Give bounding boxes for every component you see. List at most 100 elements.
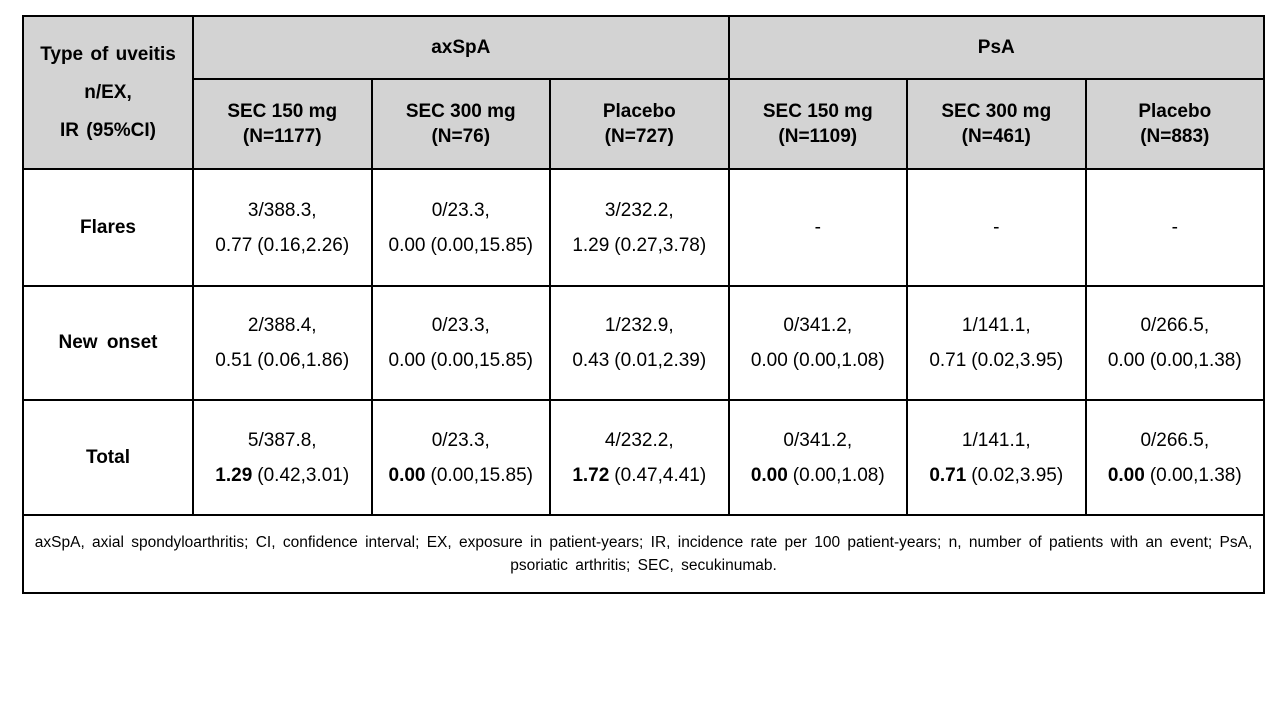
column-header-axspa-sec150: SEC 150 mg (N=1177) (192, 78, 373, 170)
ir-value: 1.72 (572, 464, 610, 486)
ir-value: 0.77 (215, 234, 253, 256)
corner-header-line3: IR (95%CI) (60, 119, 156, 141)
ir-ci-value: 0.00 (0.00,15.85) (373, 458, 550, 493)
corner-header-line2: n/EX, (84, 81, 132, 103)
n-ex-value: 0/23.3, (431, 315, 490, 336)
cell-flares-axspa-sec300: 0/23.3, 0.00 (0.00,15.85) (370, 168, 551, 287)
footnote-row: axSpA, axial spondyloarthritis; CI, conf… (21, 514, 1266, 594)
ir-ci-value: 0.00 (0.00,1.08) (730, 343, 907, 378)
ci-value: (0.00,15.85) (430, 234, 533, 256)
cell-newonset-axspa-sec300: 0/23.3, 0.00 (0.00,15.85) (370, 285, 551, 401)
treatment-n: (N=1109) (778, 126, 858, 147)
ci-value: (0.00,1.38) (1149, 350, 1242, 371)
row-label-flares: Flares (22, 168, 194, 287)
ir-value: 0.43 (572, 350, 610, 371)
ci-value: (0.02,3.95) (971, 464, 1064, 486)
ci-value: (0.47,4.41) (614, 464, 707, 486)
treatment-name: Placebo (1138, 101, 1212, 122)
n-ex-value: 0/266.5, (1140, 429, 1210, 451)
cell-total-axspa-sec150: 5/387.8, 1.29 (0.42,3.01) (192, 399, 373, 516)
ir-ci-value: 0.71 (0.02,3.95) (908, 458, 1085, 493)
corner-header-line1: Type of uveitis (40, 43, 176, 65)
cell-flares-psa-sec300: - (906, 168, 1087, 287)
table-row-flares: Flares 3/388.3, 0.77 (0.16,2.26) 0/23.3, … (22, 168, 1266, 287)
ir-ci-value: 0.00 (0.00,1.08) (730, 458, 907, 493)
row-label-new-onset: New onset (22, 285, 194, 401)
cell-total-axspa-sec300: 0/23.3, 0.00 (0.00,15.85) (370, 399, 551, 516)
ci-value: (0.27,3.78) (614, 234, 707, 256)
treatment-n: (N=727) (604, 126, 674, 147)
ci-value: (0.02,3.95) (971, 350, 1064, 371)
ci-value: (0.42,3.01) (257, 464, 350, 486)
table-row-new-onset: New onset 2/388.4, 0.51 (0.06,1.86) 0/23.… (22, 285, 1266, 401)
n-ex-value: 0/266.5, (1140, 315, 1210, 336)
ir-value: 0.00 (388, 350, 426, 371)
ir-ci-value: 1.29 (0.27,3.78) (551, 228, 728, 263)
cell-total-axspa-placebo: 4/232.2, 1.72 (0.47,4.41) (549, 399, 730, 516)
column-header-psa-sec150: SEC 150 mg (N=1109) (727, 78, 909, 170)
n-ex-value: 0/341.2, (783, 315, 853, 336)
treatment-name: SEC 150 mg (227, 101, 338, 122)
ir-ci-value: 0.51 (0.06,1.86) (194, 343, 371, 378)
column-header-psa-sec300: SEC 300 mg (N=461) (906, 78, 1087, 170)
ci-value: (0.00,15.85) (430, 464, 533, 486)
no-data-dash: - (814, 217, 821, 238)
ir-value: 0.00 (1107, 350, 1145, 371)
ir-ci-value: 0.77 (0.16,2.26) (194, 228, 371, 263)
n-ex-value: 1/232.9, (604, 315, 674, 336)
treatment-n: (N=461) (961, 126, 1031, 147)
n-ex-value: 0/23.3, (431, 429, 490, 451)
abbreviations-footnote: axSpA, axial spondyloarthritis; CI, conf… (21, 514, 1266, 594)
ir-ci-value: 0.00 (0.00,15.85) (373, 228, 550, 263)
cell-flares-psa-sec150: - (727, 168, 909, 287)
ir-ci-value: 0.00 (0.00,1.38) (1087, 458, 1264, 493)
treatment-name: SEC 150 mg (762, 101, 873, 122)
n-ex-value: 1/141.1, (961, 429, 1031, 451)
ci-value: (0.01,2.39) (614, 350, 707, 371)
uveitis-incidence-table: Type of uveitis n/EX, IR (95%CI) axSpA P… (21, 15, 1266, 594)
ci-value: (0.16,2.26) (257, 234, 350, 256)
ir-ci-value: 0.00 (0.00,1.38) (1087, 343, 1264, 378)
n-ex-value: 5/387.8, (247, 429, 317, 451)
ir-value: 0.71 (929, 464, 967, 486)
treatment-name: SEC 300 mg (941, 101, 1052, 122)
ir-value: 0.00 (750, 350, 788, 371)
n-ex-value: 0/341.2, (783, 429, 853, 451)
cell-newonset-psa-sec300: 1/141.1, 0.71 (0.02,3.95) (906, 285, 1087, 401)
ir-value: 0.51 (215, 350, 253, 371)
group-header-axspa: axSpA (192, 15, 730, 80)
n-ex-value: 3/232.2, (604, 199, 674, 221)
cell-newonset-axspa-placebo: 1/232.9, 0.43 (0.01,2.39) (549, 285, 730, 401)
ir-value: 0.00 (1107, 464, 1145, 486)
treatment-name: SEC 300 mg (405, 101, 516, 122)
cell-newonset-axspa-sec150: 2/388.4, 0.51 (0.06,1.86) (192, 285, 373, 401)
ir-value: 1.29 (572, 234, 610, 256)
ir-value: 1.29 (215, 464, 253, 486)
treatment-n: (N=1177) (242, 126, 322, 147)
ci-value: (0.06,1.86) (257, 350, 350, 371)
no-data-dash: - (993, 217, 1000, 238)
ci-value: (0.00,15.85) (430, 350, 533, 371)
cell-newonset-psa-placebo: 0/266.5, 0.00 (0.00,1.38) (1084, 285, 1266, 401)
ir-ci-value: 1.72 (0.47,4.41) (551, 458, 728, 493)
ir-ci-value: 0.43 (0.01,2.39) (551, 343, 728, 378)
treatment-n: (N=883) (1140, 126, 1210, 147)
row-label-total: Total (22, 399, 194, 516)
n-ex-value: 1/141.1, (961, 315, 1031, 336)
ir-ci-value: 1.29 (0.42,3.01) (194, 458, 371, 493)
ir-value: 0.71 (929, 350, 967, 371)
column-header-axspa-sec300: SEC 300 mg (N=76) (370, 78, 551, 170)
n-ex-value: 4/232.2, (604, 429, 674, 451)
ci-value: (0.00,1.08) (792, 464, 885, 486)
ir-ci-value: 0.71 (0.02,3.95) (908, 343, 1085, 378)
header-treatment-row: SEC 150 mg (N=1177) SEC 300 mg (N=76) Pl… (23, 78, 1266, 170)
n-ex-value: 2/388.4, (247, 315, 317, 336)
cell-newonset-psa-sec150: 0/341.2, 0.00 (0.00,1.08) (727, 285, 909, 401)
group-header-psa: PsA (727, 15, 1266, 80)
ci-value: (0.00,1.08) (792, 350, 885, 371)
no-data-dash: - (1171, 217, 1178, 238)
header-group-row: Type of uveitis n/EX, IR (95%CI) axSpA P… (22, 15, 1266, 170)
treatment-name: Placebo (602, 101, 676, 122)
n-ex-value: 3/388.3, (247, 199, 317, 221)
